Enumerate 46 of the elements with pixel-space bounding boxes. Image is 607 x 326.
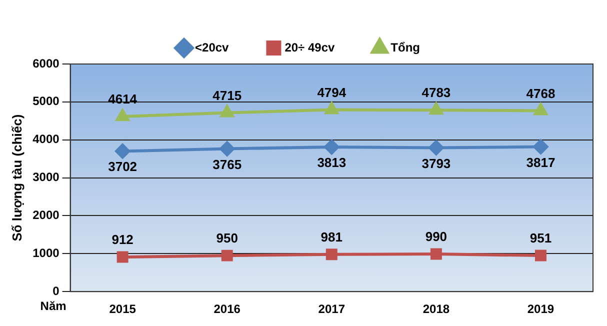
y-tick-label: 4000 bbox=[32, 132, 60, 146]
data-label: 4768 bbox=[526, 86, 556, 101]
point bbox=[430, 248, 442, 260]
y-tick-label: 5000 bbox=[32, 94, 60, 108]
data-label: 981 bbox=[320, 229, 342, 244]
point bbox=[116, 251, 128, 263]
point bbox=[428, 140, 444, 156]
y-tick-label: 3000 bbox=[32, 170, 60, 184]
legend-label: 20÷ 49cv bbox=[284, 40, 335, 54]
data-label: 3813 bbox=[317, 155, 346, 170]
point bbox=[115, 144, 130, 159]
x-tick-label: 2015 bbox=[109, 302, 136, 316]
point bbox=[326, 248, 338, 260]
point bbox=[429, 102, 443, 115]
data-label: 3765 bbox=[212, 156, 242, 172]
x-tick-label: 2016 bbox=[214, 302, 241, 316]
point bbox=[324, 139, 340, 154]
y-tick-label: 0 bbox=[52, 284, 60, 298]
point bbox=[220, 105, 234, 118]
legend-label: <20cv bbox=[195, 40, 230, 54]
data-label: 912 bbox=[112, 232, 134, 248]
data-label: 4715 bbox=[212, 88, 242, 103]
x-tick-label: 2018 bbox=[422, 302, 450, 316]
y-tick-label: 6000 bbox=[32, 56, 60, 70]
data-label: 3817 bbox=[526, 154, 556, 170]
point bbox=[324, 102, 338, 114]
x-tick-label: 2017 bbox=[318, 302, 346, 316]
x-axis-title: Năm bbox=[40, 298, 66, 313]
point bbox=[221, 250, 233, 262]
data-label: 951 bbox=[530, 230, 552, 246]
data-label: 950 bbox=[216, 230, 238, 246]
data-label: 4794 bbox=[317, 84, 347, 100]
data-label: 3702 bbox=[108, 159, 138, 174]
legend-label: Tổng bbox=[390, 40, 420, 54]
data-label: 3793 bbox=[422, 156, 451, 171]
point bbox=[220, 141, 235, 156]
point bbox=[534, 250, 546, 262]
data-label: 990 bbox=[425, 229, 448, 244]
x-tick-label: 2019 bbox=[527, 302, 554, 316]
point bbox=[116, 109, 130, 122]
y-tick-label: 2000 bbox=[32, 208, 60, 222]
data-label: 4783 bbox=[422, 85, 451, 100]
point bbox=[534, 103, 548, 116]
y-axis-title: Số lượng tàu (chiếc) bbox=[9, 114, 24, 242]
y-tick-label: 1000 bbox=[32, 246, 60, 260]
point bbox=[533, 139, 548, 154]
